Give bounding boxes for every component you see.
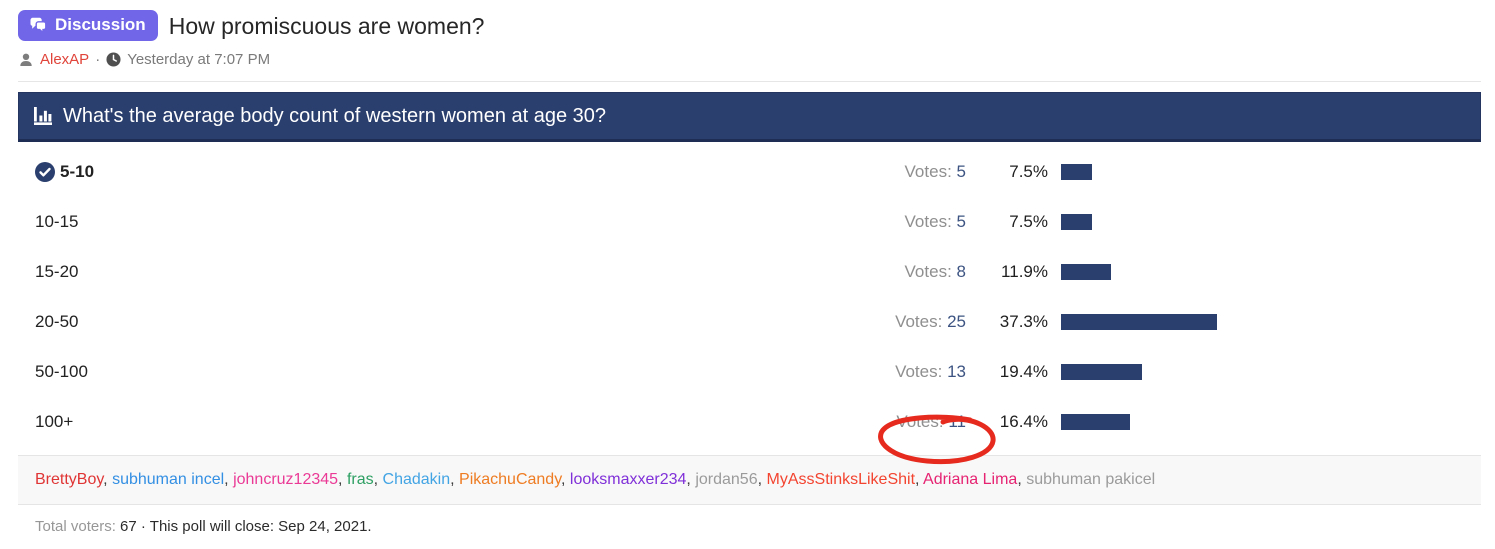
votes-count-link[interactable]: 25 xyxy=(947,312,966,331)
voter-separator: , xyxy=(450,471,455,488)
thread-byline: AlexAP · Yesterday at 7:07 PM xyxy=(18,51,1481,68)
voter-separator: , xyxy=(224,471,229,488)
voter-link[interactable]: Chadakin xyxy=(382,471,451,488)
result-bar xyxy=(1061,414,1130,430)
votes-count-link[interactable]: 5 xyxy=(956,212,966,231)
votes-cell: Votes: 11 xyxy=(836,412,996,465)
voter-link[interactable]: Adriana Lima xyxy=(923,471,1018,488)
title-row: Discussion How promiscuous are women? xyxy=(18,10,1481,41)
votes-label: Votes: xyxy=(904,162,952,181)
byline-separator: · xyxy=(95,51,101,68)
voter-link[interactable]: subhuman pakicel xyxy=(1026,471,1156,488)
poll-header: What's the average body count of western… xyxy=(18,92,1481,142)
clock-icon xyxy=(106,52,121,67)
poll-footer: Total voters: 67 · This poll will close:… xyxy=(35,518,1481,535)
bar-cell xyxy=(1048,214,1464,230)
votes-label: Votes: xyxy=(895,312,943,331)
percentage-value: 7.5% xyxy=(1009,162,1048,181)
voter-link[interactable]: johncruz12345 xyxy=(233,471,339,488)
votes-label: Votes: xyxy=(895,362,943,381)
poll-option-row: 10-15 Votes: 5 7.5% xyxy=(35,197,1464,247)
option-text: 15-20 xyxy=(35,262,79,281)
percentage-value: 11.9% xyxy=(1001,262,1048,281)
percentage-value: 16.4% xyxy=(999,412,1048,431)
chat-bubbles-icon xyxy=(28,15,48,35)
votes-label: Votes: xyxy=(896,412,944,431)
voter-link[interactable]: BrettyBoy xyxy=(35,471,104,488)
poll-option-row: 20-50 Votes: 25 37.3% xyxy=(35,297,1464,347)
votes-cell: Votes: 8 xyxy=(836,262,966,282)
votes-count-link[interactable]: 5 xyxy=(956,162,966,181)
voter-link[interactable]: jordan56 xyxy=(695,471,758,488)
voter-link[interactable]: fras xyxy=(346,471,374,488)
poll-option-label: 10-15 xyxy=(35,212,836,232)
voter-link[interactable]: subhuman incel xyxy=(112,471,225,488)
voter-separator: , xyxy=(338,471,343,488)
votes-cell: Votes: 5 xyxy=(836,162,966,182)
voter-separator: , xyxy=(373,471,379,488)
votes-label: Votes: xyxy=(904,262,952,281)
badge-label: Discussion xyxy=(55,15,146,34)
poll-option-label: 50-100 xyxy=(35,362,836,382)
percentage-value: 19.4% xyxy=(999,362,1048,381)
poll-block: What's the average body count of western… xyxy=(18,92,1481,535)
result-bar xyxy=(1061,214,1093,230)
poll-option-label: 15-20 xyxy=(35,262,836,282)
option-text: 100+ xyxy=(35,412,74,431)
bar-cell xyxy=(1048,314,1464,330)
voter-separator: , xyxy=(686,471,691,488)
bar-cell xyxy=(1048,264,1464,280)
option-text: 50-100 xyxy=(35,362,88,381)
total-voters-count: 67 xyxy=(120,518,137,535)
option-text: 20-50 xyxy=(35,312,79,331)
poll-option-row: 50-100 Votes: 13 19.4% xyxy=(35,347,1464,397)
poll-option-row: 15-20 Votes: 8 11.9% xyxy=(35,247,1464,297)
votes-count-link[interactable]: 11 xyxy=(948,412,966,431)
thread-page: Discussion How promiscuous are women? Al… xyxy=(18,10,1481,535)
poll-option-label: 5-10 xyxy=(35,162,836,182)
poll-question: What's the average body count of western… xyxy=(63,104,607,127)
voter-separator: , xyxy=(103,471,108,488)
thread-title: How promiscuous are women? xyxy=(168,12,485,39)
result-bar xyxy=(1061,314,1217,330)
votes-cell: Votes: 13 xyxy=(836,362,966,382)
poll-close-text: · This poll will close: Sep 24, 2021. xyxy=(140,518,372,535)
discussion-badge[interactable]: Discussion xyxy=(18,10,158,41)
thread-header: Discussion How promiscuous are women? Al… xyxy=(18,10,1481,82)
bar-cell xyxy=(1048,414,1464,430)
author-link[interactable]: AlexAP xyxy=(40,51,90,68)
percentage-value: 37.3% xyxy=(999,312,1048,331)
voter-link[interactable]: looksmaxxer234 xyxy=(569,471,687,488)
chart-bar-icon xyxy=(33,106,53,126)
votes-cell: Votes: 25 xyxy=(836,312,966,332)
poll-voters: BrettyBoy, subhuman incel, johncruz12345… xyxy=(18,455,1481,505)
votes-count-link[interactable]: 13 xyxy=(947,362,966,381)
votes-count-link[interactable]: 8 xyxy=(956,262,966,281)
user-icon xyxy=(18,52,34,68)
poll-options: 5-10 Votes: 5 7.5% 10-15 Votes: 5 xyxy=(18,142,1481,465)
percentage-value: 7.5% xyxy=(1009,212,1048,231)
votes-label: Votes: xyxy=(904,212,952,231)
timestamp: Yesterday at 7:07 PM xyxy=(127,51,271,68)
option-text: 10-15 xyxy=(35,212,79,231)
result-bar xyxy=(1061,264,1111,280)
result-bar xyxy=(1061,164,1093,180)
voter-link[interactable]: MyAssStinksLikeShit xyxy=(766,471,916,488)
votes-cell: Votes: 5 xyxy=(836,212,966,232)
option-text: 5-10 xyxy=(60,162,95,181)
voter-separator: , xyxy=(561,471,566,488)
voter-link[interactable]: PikachuCandy xyxy=(459,471,562,488)
poll-option-label: 20-50 xyxy=(35,312,836,332)
poll-option-row: 100+ Votes: 11 16.4% xyxy=(35,397,1464,465)
check-circle-icon xyxy=(35,162,55,182)
poll-option-label: 100+ xyxy=(35,412,836,432)
voter-separator: , xyxy=(915,471,920,488)
total-voters-label: Total voters: xyxy=(35,518,116,535)
bar-cell xyxy=(1048,364,1464,380)
poll-option-row: 5-10 Votes: 5 7.5% xyxy=(35,147,1464,197)
bar-cell xyxy=(1048,164,1464,180)
voter-separator: , xyxy=(757,471,763,488)
result-bar xyxy=(1061,364,1143,380)
voter-separator: , xyxy=(1017,471,1022,488)
